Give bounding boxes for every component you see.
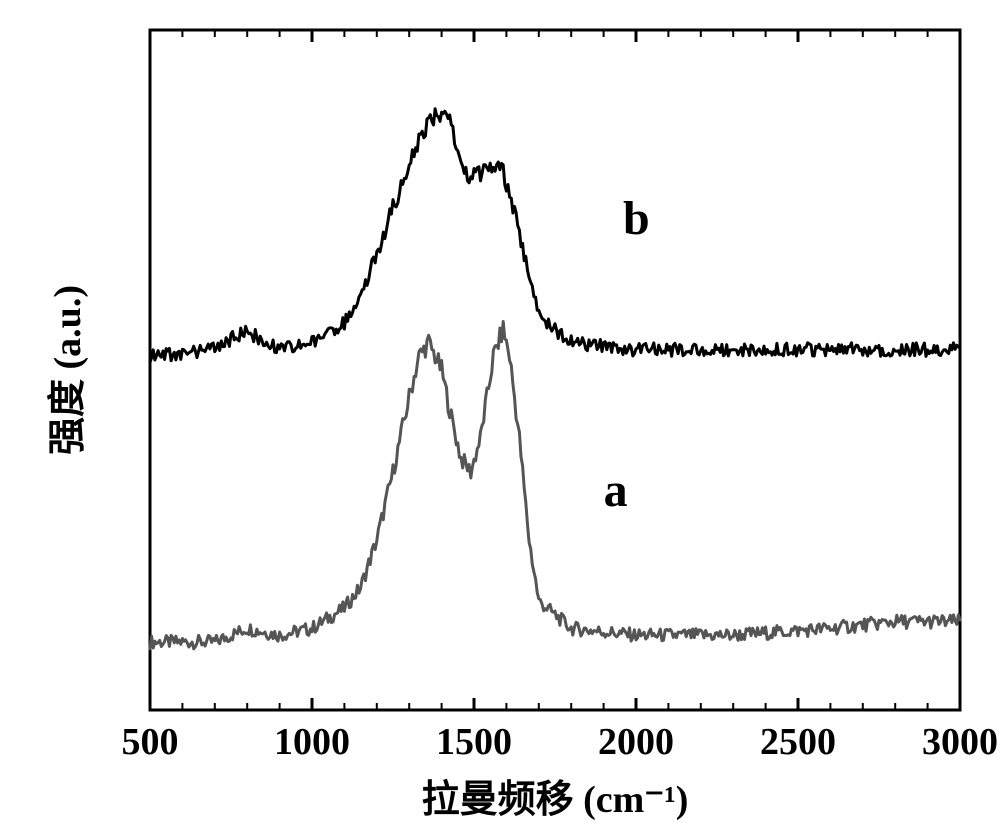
series-label-a: a [604, 464, 628, 517]
raman-spectra-chart: 500 1000 1500 2000 2500 3000 拉曼频移 (cm⁻¹) 强度 (a.… [0, 0, 1000, 823]
y-axis-title: 强度 (a.u.) [47, 285, 89, 455]
series-label-b: b [623, 192, 650, 245]
x-tick-label: 1500 [436, 721, 512, 763]
x-tick-label: 1000 [274, 721, 350, 763]
chart-svg: 500 1000 1500 2000 2500 3000 拉曼频移 (cm⁻¹) 强度 (a.… [0, 0, 1000, 823]
x-tick-label: 500 [122, 721, 179, 763]
x-tick-label: 3000 [922, 721, 998, 763]
x-axis-title: 拉曼频移 (cm⁻¹) [422, 779, 689, 821]
x-tick-label: 2000 [598, 721, 674, 763]
x-tick-label: 2500 [760, 721, 836, 763]
